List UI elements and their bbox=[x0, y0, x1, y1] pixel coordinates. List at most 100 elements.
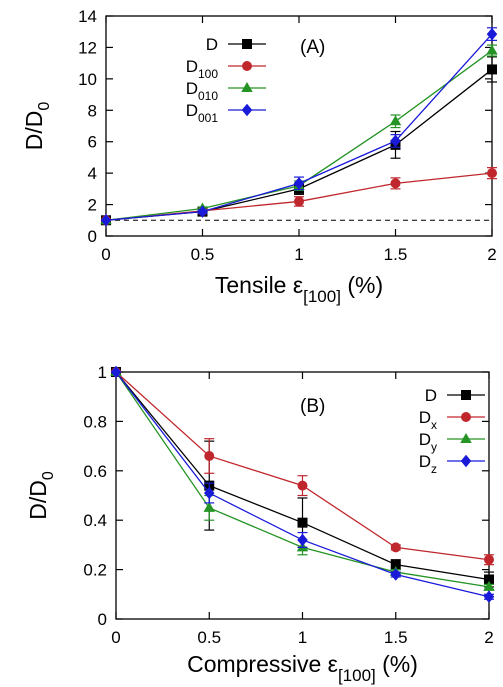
y-tick-label: 1 bbox=[98, 363, 107, 382]
data-point bbox=[484, 574, 494, 585]
series-d001 bbox=[100, 27, 498, 227]
data-point bbox=[100, 214, 112, 227]
data-point bbox=[389, 115, 402, 126]
data-point bbox=[297, 517, 308, 528]
legend-label-main: D bbox=[206, 35, 218, 54]
data-point bbox=[483, 580, 495, 591]
x-tick-label: 2 bbox=[487, 245, 496, 264]
y-tick-label: 14 bbox=[78, 7, 97, 26]
y-tick-label: 0.2 bbox=[83, 561, 107, 580]
data-point bbox=[483, 590, 495, 604]
chart-panel-a: 0 0.5 1 1.5 202468101214DD100D010D001(A)Tens… bbox=[21, 7, 498, 306]
legend-label-sub: 100 bbox=[198, 67, 218, 81]
data-point bbox=[390, 542, 401, 553]
x-axis-label-unit: (%) bbox=[341, 272, 383, 298]
x-tick-label: 0 bbox=[111, 628, 120, 647]
panel-label: (A) bbox=[300, 37, 325, 58]
y-tick-label: 8 bbox=[88, 101, 97, 120]
data-point bbox=[390, 134, 401, 148]
legend-label-main: D bbox=[419, 452, 431, 471]
data-point bbox=[297, 533, 308, 547]
legend-label-main: D bbox=[419, 408, 431, 427]
legend-label-sub: z bbox=[431, 462, 437, 476]
x-tick-label: 0.5 bbox=[191, 245, 215, 264]
data-point bbox=[390, 559, 401, 570]
y-tick-label: 0.6 bbox=[83, 462, 107, 481]
y-axis-label: D/D0 bbox=[21, 102, 53, 151]
data-point bbox=[390, 178, 401, 189]
y-axis-label-sub: 0 bbox=[40, 471, 57, 480]
data-point bbox=[197, 205, 208, 218]
y-tick-label: 0.8 bbox=[83, 412, 107, 431]
x-axis-label-unit: (%) bbox=[376, 651, 418, 677]
x-axis-label-main: Compressive ε bbox=[187, 651, 338, 677]
y-tick-label: 4 bbox=[88, 164, 97, 183]
y-axis-label-main: D/D bbox=[25, 480, 51, 520]
legend-marker bbox=[241, 82, 253, 92]
x-axis-label: Compressive ε[100] (%) bbox=[187, 651, 418, 685]
x-tick-label: 1.5 bbox=[384, 245, 408, 264]
data-point bbox=[203, 501, 215, 512]
y-tick-label: 6 bbox=[88, 133, 97, 152]
data-point bbox=[297, 480, 308, 491]
x-tick-label: 0.5 bbox=[197, 628, 221, 647]
legend-label: D010 bbox=[186, 79, 219, 103]
x-tick-label: 0 bbox=[101, 245, 110, 264]
x-tick-label: 1 bbox=[294, 245, 303, 264]
data-point bbox=[204, 450, 215, 461]
data-point bbox=[486, 44, 498, 55]
data-point bbox=[484, 554, 494, 565]
y-tick-label: 0.4 bbox=[83, 511, 107, 530]
legend-label-sub: 001 bbox=[198, 111, 218, 125]
legend-label-main: D bbox=[186, 57, 198, 76]
legend-label-main: D bbox=[425, 386, 437, 405]
data-point bbox=[486, 27, 498, 41]
series-d100 bbox=[101, 167, 497, 226]
series-dz bbox=[110, 365, 495, 604]
data-point bbox=[204, 486, 215, 500]
x-axis-label-sub: [100] bbox=[338, 666, 376, 685]
legend-label-main: D bbox=[186, 101, 198, 120]
data-point bbox=[294, 196, 304, 207]
legend-label: Dy bbox=[419, 430, 437, 454]
legend-label: Dx bbox=[419, 408, 437, 432]
legend-marker bbox=[241, 103, 253, 117]
legend-marker bbox=[461, 412, 471, 422]
legend-label: D bbox=[206, 35, 218, 54]
legend-marker bbox=[460, 433, 472, 443]
y-tick-label: 12 bbox=[78, 38, 97, 57]
legend-label-main: D bbox=[419, 430, 431, 449]
chart-panel-b: 0 0.5 1 1.5 200.20.40.60.81DDxDyDz(B)Compres… bbox=[25, 363, 495, 685]
legend-label: Dz bbox=[419, 452, 437, 476]
x-tick-label: 2 bbox=[484, 628, 493, 647]
legend-marker bbox=[461, 390, 471, 400]
legend-label-main: D bbox=[186, 79, 198, 98]
data-point bbox=[110, 365, 122, 379]
data-point bbox=[390, 568, 401, 581]
legend-label-sub: 010 bbox=[198, 89, 218, 103]
x-axis-label-main: Tensile ε bbox=[215, 272, 303, 298]
legend-label: D001 bbox=[186, 101, 219, 125]
data-point bbox=[487, 64, 497, 75]
legend-marker bbox=[242, 39, 252, 49]
legend-marker bbox=[242, 61, 252, 71]
legend-label-sub: x bbox=[431, 418, 437, 432]
legend-label: D100 bbox=[186, 57, 219, 81]
y-tick-label: 2 bbox=[88, 196, 97, 215]
x-tick-label: 1 bbox=[298, 628, 307, 647]
panel-label: (B) bbox=[300, 396, 325, 417]
y-tick-label: 0 bbox=[88, 227, 97, 246]
x-axis-label-sub: [100] bbox=[303, 287, 341, 306]
data-point bbox=[487, 168, 497, 179]
legend-label-sub: y bbox=[431, 440, 437, 454]
y-axis-label-main: D/D bbox=[21, 111, 47, 151]
y-axis-label: D/D0 bbox=[25, 471, 57, 520]
y-axis-label-sub: 0 bbox=[36, 102, 53, 111]
y-tick-label: 0 bbox=[98, 610, 107, 629]
legend-label: D bbox=[425, 386, 437, 405]
x-axis-label: Tensile ε[100] (%) bbox=[215, 272, 383, 306]
data-point bbox=[293, 177, 305, 190]
y-tick-label: 10 bbox=[78, 70, 97, 89]
legend-marker bbox=[460, 454, 472, 468]
